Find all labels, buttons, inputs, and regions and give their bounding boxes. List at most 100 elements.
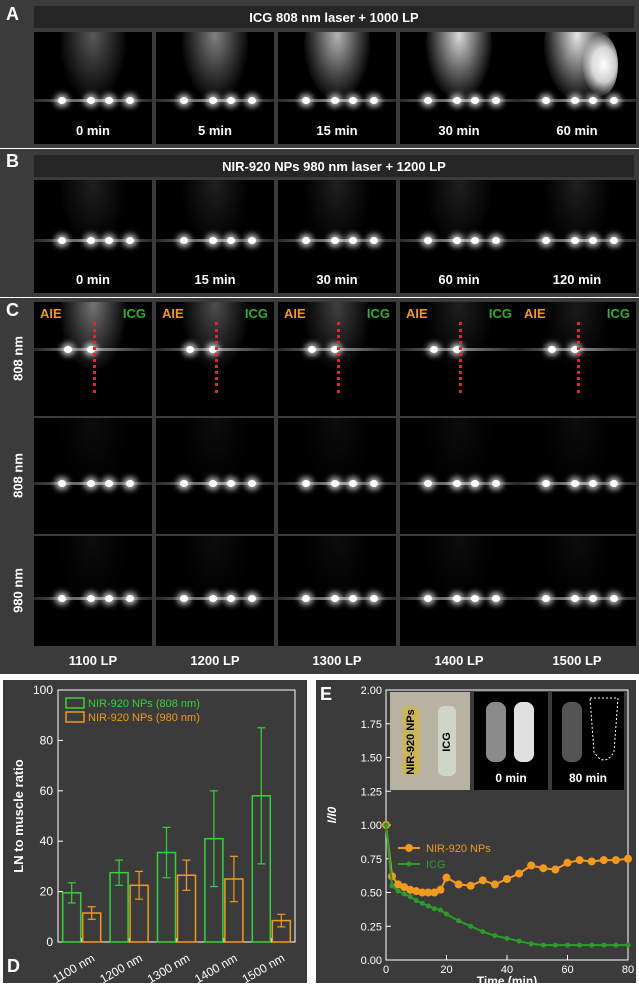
wavelength-label: 808 nm (10, 453, 26, 498)
lymph-node (541, 479, 550, 487)
lymph-node (179, 97, 188, 105)
data-point (418, 888, 427, 897)
lymph-node (301, 97, 310, 105)
divider-line (337, 322, 343, 393)
panel-a-title: ICG 808 nm laser + 1000 LP (34, 6, 634, 28)
data-point (563, 858, 572, 867)
lymph-node (588, 97, 597, 105)
lymph-node (571, 345, 580, 353)
lymph-node (57, 97, 66, 105)
mouse-image (400, 418, 518, 534)
lymph-node (348, 97, 357, 105)
lymph-node (429, 345, 438, 353)
data-point (575, 856, 584, 865)
lymph-node (370, 97, 379, 105)
lymph-node (453, 97, 462, 105)
data-point (407, 894, 413, 900)
lymph-node (453, 345, 462, 353)
mouse-image: AIE ICG (400, 302, 518, 416)
body-signal (59, 536, 127, 602)
lymph-node (470, 594, 479, 602)
lymph-node (87, 97, 96, 105)
x-tick-label: 1200 nm (97, 951, 144, 983)
time-label: 0 min (76, 272, 110, 287)
lymph-node (63, 345, 72, 353)
divider-line (459, 322, 465, 393)
lymph-node (348, 594, 357, 602)
mouse-image: 5 min (156, 32, 274, 144)
data-point (412, 887, 421, 896)
lymph-node (179, 236, 188, 244)
y-tick-label: 1.00 (361, 820, 382, 832)
lymph-node (57, 479, 66, 487)
data-point (599, 856, 608, 865)
y-tick-label: 20 (40, 885, 54, 899)
data-point (419, 900, 425, 906)
time-label: 5 min (198, 123, 232, 138)
panel-d-chart: 0 20 40 60 80 100 LN to muscle ratio 1100 nm 120… (11, 683, 296, 983)
data-point (515, 869, 524, 878)
data-point (611, 856, 620, 865)
lymph-node (610, 97, 619, 105)
filter-label: 1500 LP (552, 653, 602, 668)
panel-b-letter: B (6, 151, 19, 171)
time-label: 0 min (76, 123, 110, 138)
aie-label: AIE (524, 306, 546, 321)
lymph-node (370, 594, 379, 602)
legend-marker (406, 861, 412, 867)
lymph-node (588, 236, 597, 244)
lymph-node (226, 594, 235, 602)
data-point (425, 903, 431, 909)
nir-photo-80min (552, 692, 624, 790)
y-tick-label: 60 (40, 784, 54, 798)
lymph-node (226, 479, 235, 487)
body-signal (59, 32, 127, 100)
data-point (551, 865, 560, 874)
lymph-node (301, 479, 310, 487)
y-tick-label: 100 (33, 683, 53, 697)
data-point (587, 857, 596, 866)
mouse-image (278, 418, 396, 534)
data-point (540, 942, 546, 948)
icg-label: ICG (366, 306, 390, 321)
lymph-node (87, 594, 96, 602)
legend-label: ICG (426, 859, 446, 871)
inset-time-80: 80 min (569, 771, 607, 785)
lymph-node (104, 479, 113, 487)
x-tick-label: 1500 nm (240, 951, 287, 983)
lymph-node (423, 97, 432, 105)
time-label: 60 min (556, 123, 598, 138)
legend-swatch (65, 697, 85, 709)
lymph-node (104, 594, 113, 602)
lymph-node (307, 345, 316, 353)
filter-label: 1100 LP (68, 653, 118, 668)
x-tick-label: 40 (501, 964, 513, 976)
data-point (431, 906, 437, 912)
data-point (492, 933, 498, 939)
lymph-node (610, 479, 619, 487)
lymph-node (126, 594, 135, 602)
lymph-node (209, 97, 218, 105)
lymph-node (301, 236, 310, 244)
data-point (503, 875, 511, 883)
y-axis-label: I/I0 (325, 806, 339, 823)
lymph-node (492, 97, 501, 105)
y-tick-label: 1.25 (361, 786, 382, 798)
y-tick-label: 80 (40, 733, 54, 747)
lymph-node (331, 479, 340, 487)
lymph-node (571, 594, 580, 602)
panel-c-letter: C (6, 300, 19, 320)
lymph-node (470, 236, 479, 244)
x-tick-label: 0 (383, 964, 389, 976)
filter-label: 1300 LP (312, 653, 362, 668)
mouse-image (156, 418, 274, 534)
lymph-node (57, 594, 66, 602)
lymph-node (541, 97, 550, 105)
body-signal (425, 536, 493, 602)
data-point (601, 942, 607, 948)
data-point (504, 935, 510, 941)
icg-label: ICG (488, 306, 512, 321)
lymph-node (179, 594, 188, 602)
mouse-image: 120 min (518, 180, 636, 293)
lymph-node (209, 345, 218, 353)
